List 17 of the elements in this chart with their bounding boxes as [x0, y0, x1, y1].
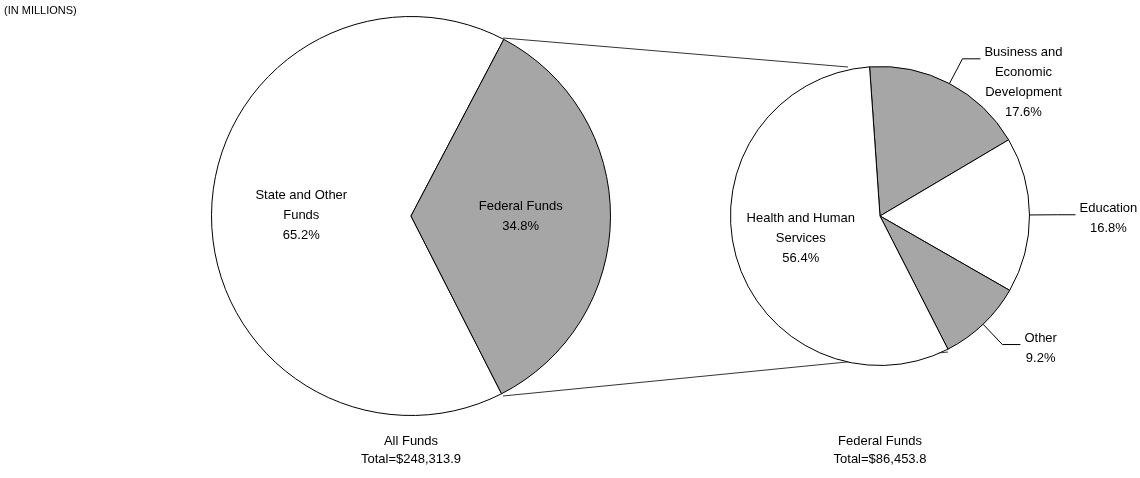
data-label: 34.8%	[502, 218, 540, 234]
text: (IN MILLIONS)	[4, 4, 77, 16]
data-label: 16.8%	[1089, 220, 1128, 236]
text: Total=$86,453.8	[832, 450, 928, 468]
slice-label: Other	[1024, 330, 1058, 346]
slice-label: Federal Funds	[478, 198, 564, 214]
slice-label: State and Other Funds	[255, 186, 348, 222]
slice-label: Business and Economic Development	[984, 44, 1063, 100]
slice-label: Education	[1079, 200, 1138, 216]
slice-label: Health and Human Services	[746, 209, 855, 245]
data-label: 9.2%	[1025, 350, 1056, 366]
data-label: 17.6%	[1005, 104, 1043, 120]
text: Federal Funds	[837, 432, 923, 450]
text: Total=$248,313.9	[359, 450, 463, 468]
data-label: 65.2%	[282, 226, 321, 242]
text: All Funds	[382, 432, 440, 450]
data-label: 56.4%	[782, 249, 820, 265]
